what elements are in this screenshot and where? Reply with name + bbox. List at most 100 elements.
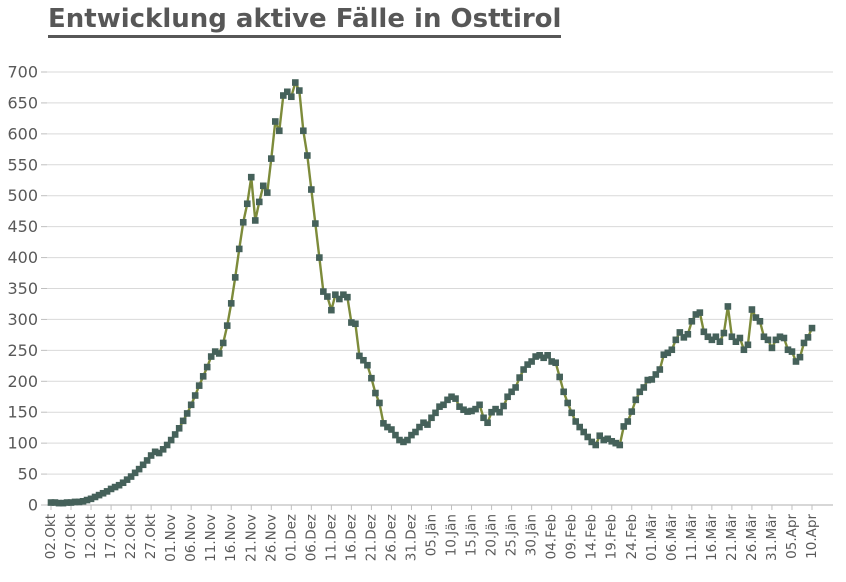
x-axis-tick-label: 11.Mär bbox=[684, 514, 700, 561]
data-point-marker bbox=[576, 423, 583, 431]
data-point-marker bbox=[528, 358, 535, 365]
data-point-marker bbox=[740, 346, 748, 354]
data-point-marker bbox=[219, 339, 227, 347]
data-point-marker bbox=[464, 408, 471, 415]
x-axis-tick-label: 01.Mär bbox=[644, 514, 660, 561]
data-point-marker bbox=[636, 388, 644, 396]
active-cases-line bbox=[49, 81, 814, 505]
data-point-marker bbox=[276, 127, 283, 135]
data-point-marker bbox=[183, 410, 191, 417]
data-point-marker bbox=[436, 403, 443, 410]
data-point-marker bbox=[724, 303, 732, 310]
data-point-marker bbox=[500, 402, 507, 410]
data-point-marker bbox=[480, 414, 487, 422]
data-point-marker bbox=[712, 333, 720, 341]
data-point-marker bbox=[492, 405, 499, 413]
data-point-marker bbox=[296, 87, 303, 94]
data-point-marker bbox=[207, 353, 215, 360]
data-point-marker bbox=[644, 376, 652, 384]
data-point-marker bbox=[664, 349, 672, 357]
data-point-marker bbox=[564, 399, 571, 407]
data-point-marker bbox=[408, 431, 415, 439]
x-axis-tick-label: 12.Okt bbox=[83, 514, 99, 559]
data-point-marker bbox=[223, 322, 231, 329]
data-point-marker bbox=[324, 293, 331, 300]
data-point-marker bbox=[127, 473, 135, 480]
data-point-marker bbox=[456, 403, 463, 410]
data-point-marker bbox=[496, 408, 503, 416]
x-axis-tick-label: 11.Dez bbox=[323, 514, 339, 561]
x-axis-tick-label: 26.Mär bbox=[744, 514, 760, 561]
y-axis-tick-label: 500 bbox=[7, 186, 38, 205]
data-point-marker bbox=[400, 438, 407, 446]
data-point-marker bbox=[612, 439, 620, 447]
data-point-marker bbox=[163, 441, 171, 449]
data-point-marker bbox=[71, 498, 79, 506]
data-point-marker bbox=[203, 363, 211, 371]
data-point-marker bbox=[328, 306, 335, 314]
data-point-marker bbox=[544, 352, 551, 359]
data-point-marker bbox=[263, 189, 271, 196]
data-point-marker bbox=[215, 350, 223, 357]
data-point-marker bbox=[211, 348, 219, 355]
data-point-marker bbox=[271, 118, 279, 125]
data-point-marker bbox=[55, 499, 63, 507]
data-point-marker bbox=[356, 352, 363, 360]
data-point-marker bbox=[131, 469, 139, 477]
data-point-marker bbox=[239, 219, 247, 226]
data-point-marker bbox=[764, 336, 772, 344]
x-axis-tick-label: 04.Feb bbox=[544, 514, 560, 559]
data-point-marker bbox=[167, 436, 175, 444]
data-point-marker bbox=[243, 200, 251, 208]
data-point-marker bbox=[792, 358, 800, 365]
y-axis-tick-label: 450 bbox=[7, 217, 38, 236]
data-point-marker bbox=[420, 419, 427, 427]
data-point-marker bbox=[151, 448, 159, 456]
data-point-marker bbox=[556, 373, 563, 381]
data-point-marker bbox=[620, 423, 628, 430]
data-point-marker bbox=[460, 406, 467, 414]
x-axis-tick-label: 06.Mär bbox=[664, 514, 680, 561]
x-axis-tick-label: 25.Jän bbox=[504, 514, 520, 556]
data-point-marker bbox=[288, 93, 295, 101]
y-axis-tick-label: 700 bbox=[7, 63, 38, 82]
data-point-marker bbox=[536, 352, 543, 359]
y-axis-tick-label: 50 bbox=[18, 465, 38, 484]
data-point-marker bbox=[231, 274, 239, 281]
x-axis-tick-label: 31.Mär bbox=[764, 514, 780, 561]
data-point-marker bbox=[251, 217, 259, 224]
data-point-marker bbox=[568, 409, 575, 417]
data-point-marker bbox=[452, 395, 459, 402]
data-point-marker bbox=[175, 425, 183, 432]
y-axis-tick-label: 650 bbox=[7, 93, 38, 112]
data-point-marker bbox=[111, 483, 119, 491]
data-point-marker bbox=[199, 373, 207, 380]
data-point-marker bbox=[432, 409, 439, 417]
data-point-marker bbox=[119, 479, 127, 487]
data-point-marker bbox=[584, 433, 592, 441]
x-axis-tick-label: 06.Nov bbox=[183, 514, 199, 562]
data-point-marker bbox=[380, 420, 387, 427]
data-point-marker bbox=[179, 417, 187, 425]
x-axis-tick-label: 26.Dez bbox=[383, 514, 399, 561]
data-point-marker bbox=[187, 401, 195, 409]
data-point-marker bbox=[796, 353, 804, 361]
data-point-marker bbox=[79, 497, 87, 505]
data-point-marker bbox=[624, 418, 632, 425]
data-point-marker bbox=[656, 366, 664, 373]
data-point-marker bbox=[416, 423, 423, 431]
data-point-marker bbox=[360, 356, 367, 364]
x-axis-tick-label: 09.Feb bbox=[564, 514, 580, 559]
x-axis-tick-label: 01.Dez bbox=[283, 514, 299, 561]
y-axis-tick-label: 100 bbox=[7, 434, 38, 453]
x-axis-tick-label: 11.Nov bbox=[203, 514, 219, 562]
y-axis-tick-label: 150 bbox=[7, 403, 38, 422]
data-point-marker bbox=[472, 405, 479, 413]
data-point-marker bbox=[788, 348, 796, 355]
x-axis-tick-label: 21.Mär bbox=[724, 514, 740, 561]
data-point-marker bbox=[736, 334, 744, 342]
data-point-marker bbox=[616, 441, 624, 449]
data-point-marker bbox=[227, 300, 235, 307]
data-point-marker bbox=[344, 293, 351, 301]
